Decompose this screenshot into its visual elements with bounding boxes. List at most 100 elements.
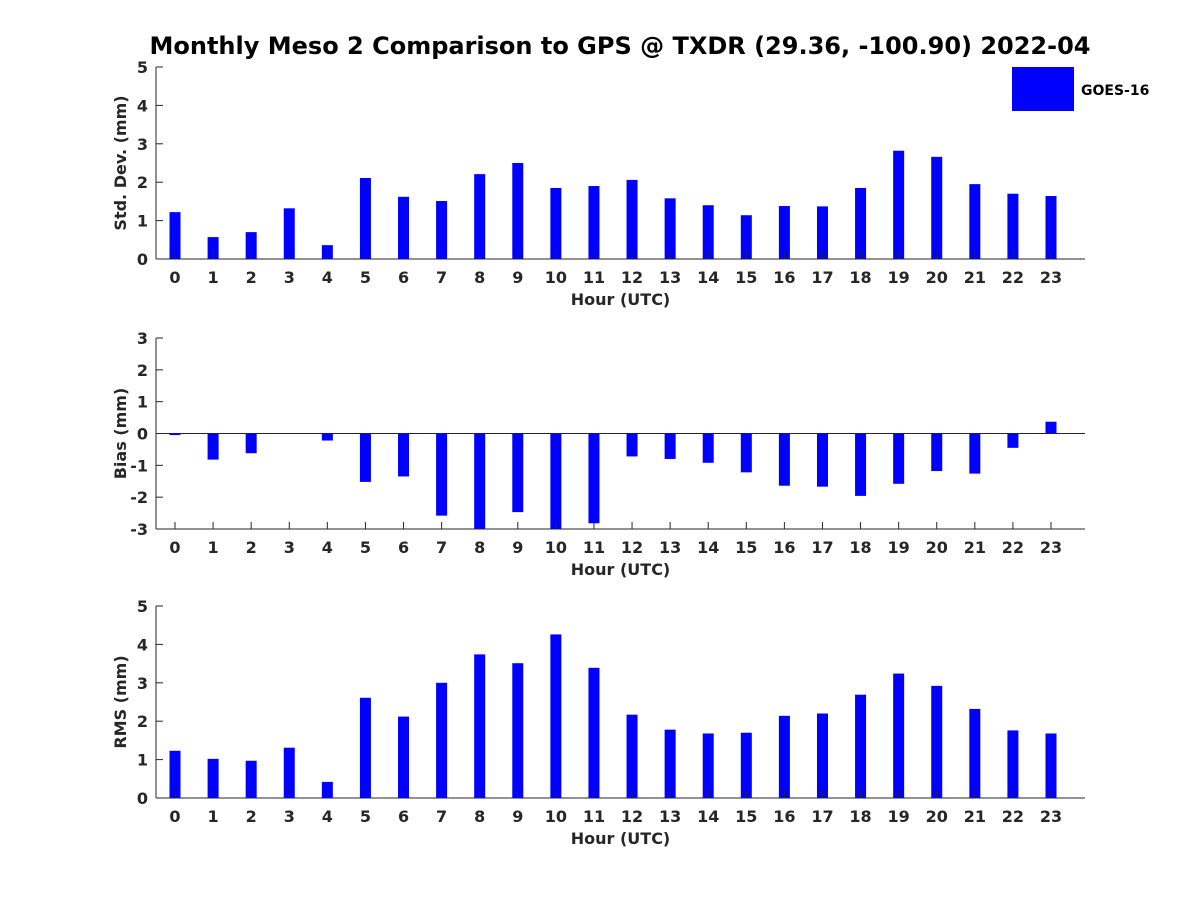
x-tick-label: 10: [545, 807, 567, 826]
bar-hour-9: [512, 663, 524, 798]
x-tick-label: 11: [583, 538, 605, 557]
x-tick-label: 21: [964, 268, 986, 287]
y-axis-label: Std. Dev. (mm): [111, 95, 130, 230]
chart-title: Monthly Meso 2 Comparison to GPS @ TXDR …: [150, 32, 1091, 60]
bar-hour-6: [398, 716, 410, 798]
y-tick-label: -3: [130, 520, 148, 539]
bar-hour-1: [207, 758, 219, 798]
x-tick-label: 9: [512, 807, 523, 826]
x-tick-label: 17: [811, 807, 833, 826]
x-tick-label: 2: [246, 538, 257, 557]
x-tick-label: 2: [246, 268, 257, 287]
x-tick-label: 18: [849, 268, 871, 287]
bar-hour-4: [321, 781, 333, 798]
y-tick-label: 1: [137, 751, 148, 770]
bar-hour-8: [474, 174, 486, 259]
x-tick-label: 14: [697, 807, 719, 826]
x-tick-label: 17: [811, 538, 833, 557]
bar-hour-1: [207, 237, 219, 259]
x-tick-label: 10: [545, 538, 567, 557]
x-tick-label: 13: [659, 807, 681, 826]
bar-hour-12: [626, 433, 638, 457]
bar-hour-17: [816, 433, 828, 487]
x-tick-label: 0: [169, 538, 180, 557]
bar-hour-7: [436, 433, 448, 516]
bar-hour-16: [778, 715, 790, 798]
x-tick-label: 16: [773, 538, 795, 557]
x-tick-label: 8: [474, 538, 485, 557]
y-tick-label: -1: [130, 456, 148, 475]
x-tick-label: 23: [1040, 807, 1062, 826]
x-tick-label: 5: [360, 268, 371, 287]
x-tick-label: 21: [964, 807, 986, 826]
bar-hour-15: [740, 433, 752, 473]
y-tick-label: 3: [137, 329, 148, 348]
bar-hour-23: [1045, 196, 1057, 259]
bar-hour-22: [1007, 433, 1019, 448]
x-axis-label: Hour (UTC): [571, 829, 671, 848]
bar-hour-20: [931, 685, 943, 798]
bar-hour-6: [398, 433, 410, 477]
bar-hour-23: [1045, 733, 1057, 798]
x-tick-label: 3: [284, 268, 295, 287]
bar-hour-21: [969, 708, 981, 798]
x-tick-label: 14: [697, 538, 719, 557]
x-tick-label: 12: [621, 538, 643, 557]
legend-swatch: [1012, 67, 1074, 111]
x-tick-label: 21: [964, 538, 986, 557]
x-tick-label: 20: [926, 268, 948, 287]
bar-hour-11: [588, 667, 600, 798]
bar-hour-2: [245, 760, 257, 798]
y-tick-label: 4: [137, 96, 148, 115]
y-axis-label: RMS (mm): [111, 655, 130, 748]
y-tick-label: -2: [130, 488, 148, 507]
x-axis-label: Hour (UTC): [571, 560, 671, 579]
bar-hour-12: [626, 179, 638, 259]
x-tick-label: 7: [436, 268, 447, 287]
legend: GOES-16: [1012, 67, 1149, 111]
x-tick-label: 11: [583, 268, 605, 287]
x-tick-label: 5: [360, 538, 371, 557]
y-axis-label: Bias (mm): [111, 388, 130, 480]
x-tick-label: 23: [1040, 538, 1062, 557]
bar-hour-6: [398, 196, 410, 259]
x-tick-label: 13: [659, 538, 681, 557]
bar-hour-19: [893, 433, 905, 484]
bar-hour-19: [893, 150, 905, 259]
x-tick-label: 19: [888, 538, 910, 557]
y-tick-label: 0: [137, 250, 148, 269]
y-tick-label: 3: [137, 135, 148, 154]
y-tick-label: 1: [137, 212, 148, 231]
bar-hour-16: [778, 206, 790, 259]
x-tick-label: 15: [735, 538, 757, 557]
bar-hour-5: [359, 433, 371, 482]
x-tick-label: 5: [360, 807, 371, 826]
x-tick-label: 1: [208, 538, 219, 557]
y-tick-label: 0: [137, 789, 148, 808]
x-tick-label: 0: [169, 807, 180, 826]
bar-hour-8: [474, 433, 486, 529]
bar-hour-3: [283, 208, 295, 259]
bar-hour-10: [550, 634, 562, 798]
bar-hour-13: [664, 433, 676, 459]
y-tick-label: 5: [137, 58, 148, 77]
bar-hour-18: [855, 187, 867, 259]
y-tick-label: 2: [137, 712, 148, 731]
bar-hour-7: [436, 682, 448, 798]
y-tick-label: 3: [137, 674, 148, 693]
bar-hour-14: [702, 205, 714, 259]
bar-hour-19: [893, 673, 905, 798]
x-tick-label: 23: [1040, 268, 1062, 287]
x-tick-label: 16: [773, 807, 795, 826]
x-tick-label: 13: [659, 268, 681, 287]
bar-hour-18: [855, 433, 867, 496]
x-tick-label: 15: [735, 268, 757, 287]
y-tick-label: 1: [137, 393, 148, 412]
bar-hour-5: [359, 177, 371, 259]
x-axis-label: Hour (UTC): [571, 290, 671, 309]
y-tick-label: 0: [137, 425, 148, 444]
bar-hour-10: [550, 187, 562, 259]
bar-hour-12: [626, 714, 638, 798]
